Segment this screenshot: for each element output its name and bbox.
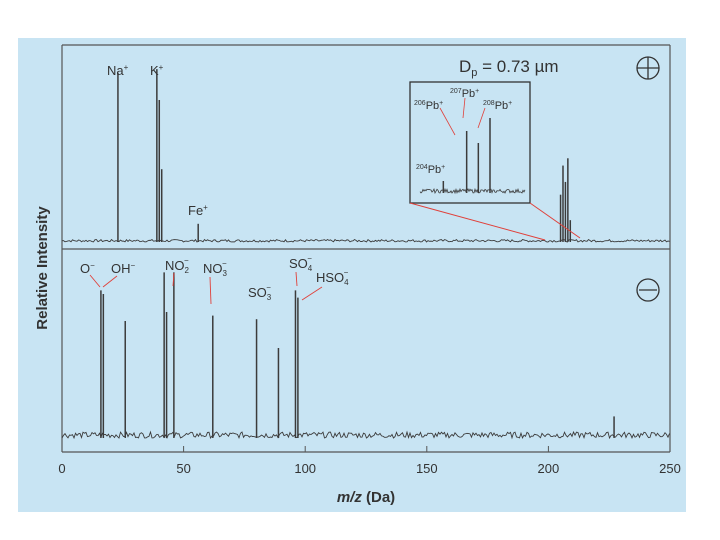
peak-label-o: O−: [80, 261, 95, 276]
figure-background: [18, 38, 686, 512]
negative-polarity-icon: [636, 278, 660, 302]
particle-diameter-label: Dp = 0.73 µm: [459, 57, 559, 79]
plot-frame: [61, 44, 671, 453]
x-tick-label: 250: [659, 461, 681, 476]
inset-label-pb204: 204Pb+: [416, 164, 445, 176]
peak-label-no3: NO3−: [203, 259, 228, 278]
inset-baseline: [419, 187, 526, 195]
peak-label-fe: Fe+: [188, 203, 208, 218]
inset-trace: [419, 118, 526, 195]
peak-label-oh: OH−: [111, 261, 136, 276]
y-axis-label: Relative Intensity: [34, 206, 51, 330]
x-tick-label: 0: [58, 461, 65, 476]
positive-polarity-icon: [636, 56, 660, 80]
inset-leader-right: [529, 202, 581, 239]
lead-isotope-inset: 206Pb+ 207Pb+ 208Pb+ 204Pb+: [409, 81, 581, 241]
peak-label-so3: SO3−: [248, 283, 272, 302]
peak-label-hso4: HSO4−: [316, 268, 349, 287]
inset-leader-left: [409, 202, 546, 241]
x-tick-label: 150: [416, 461, 438, 476]
x-tick-label: 100: [294, 461, 316, 476]
x-axis-label: m/z (Da): [337, 489, 395, 506]
x-axis-label-unit: (Da): [362, 489, 395, 506]
x-axis-ticks: 0 50 100 150 200 250: [58, 446, 681, 476]
x-tick-label: 200: [538, 461, 560, 476]
inset-label-pb206: 206Pb+: [414, 100, 443, 112]
inset-label-pb208: 208Pb+: [483, 100, 512, 112]
peak-label-no2: NO2−: [165, 256, 190, 275]
x-axis-label-quantity: m/z: [337, 489, 363, 506]
inset-label-pb207: 207Pb+: [450, 88, 479, 100]
peak-label-k: K+: [150, 63, 164, 78]
peak-label-na: Na+: [107, 63, 129, 78]
spectrum-baseline: [61, 430, 670, 440]
spectrum-traces: [61, 69, 670, 440]
x-tick-label: 50: [176, 461, 190, 476]
negative-leader-lines: [89, 271, 323, 305]
peak-label-so4: SO4−: [289, 254, 313, 273]
